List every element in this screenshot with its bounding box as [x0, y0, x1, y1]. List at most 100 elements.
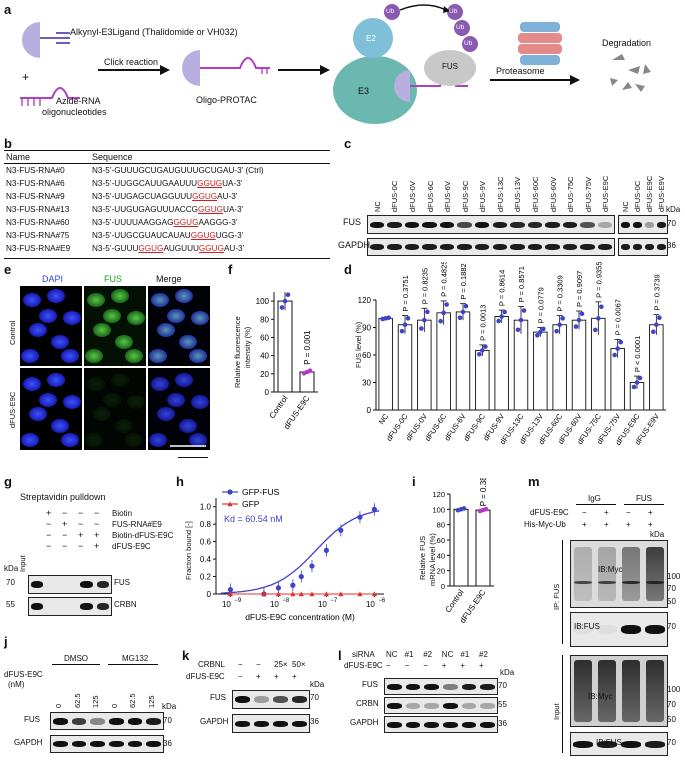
e-nucleus: [189, 349, 207, 363]
m-marker-70-input: 70: [667, 700, 676, 709]
band: [573, 625, 593, 634]
l-sign: −: [404, 661, 410, 670]
band: [562, 244, 578, 250]
m-marker-100-ip: 100: [667, 572, 681, 581]
e-nucleus: [167, 309, 185, 323]
band: [580, 221, 595, 228]
h-legend-marker-1: [227, 489, 233, 495]
d-point: [654, 322, 659, 328]
m-ip-label: IP: FUS: [552, 583, 561, 610]
l-sign: −: [423, 661, 428, 670]
e-nucleus: [125, 349, 143, 363]
band: [422, 244, 437, 250]
j-dose: 0: [109, 703, 119, 708]
l-sign: #1: [404, 650, 414, 659]
e-row-dfus: dFUS-E9C: [8, 391, 17, 428]
e-nucleus: [93, 407, 111, 421]
f-ylabel-2: intensity (%): [243, 326, 252, 368]
panel-a-schematic: [20, 4, 651, 124]
band: [474, 244, 490, 250]
band: [146, 741, 161, 747]
g-sign: −: [94, 519, 100, 529]
d-point: [457, 315, 463, 320]
band: [632, 244, 642, 250]
band: [621, 625, 641, 634]
d-point: [538, 329, 543, 335]
band: [632, 221, 642, 228]
band: [235, 720, 250, 727]
panel-b-label: b: [4, 136, 12, 151]
d-point: [634, 380, 640, 385]
h-point-gfp-fus: [227, 587, 233, 593]
band: [387, 221, 402, 228]
m-row-title: His-Myc-Ub: [524, 520, 566, 529]
k-kda: kDa: [310, 680, 325, 689]
l-row-gapdh: GAPDH: [350, 718, 379, 727]
e-nucleus: [103, 309, 121, 323]
band: [292, 720, 307, 727]
k-sign: −: [238, 660, 243, 669]
d-bar: [378, 317, 393, 411]
table-header-rule: [4, 163, 330, 164]
seq-row-sequence: N3-5’-UUUUAAGGAGGGUGAAGGG-3’: [92, 218, 238, 227]
c-lane-label: dFUS-0C: [633, 180, 642, 212]
h-point-gfp: [290, 591, 296, 597]
k-sign: +: [292, 672, 297, 681]
h-fit-curve: [220, 510, 380, 594]
j-marker-70: 70: [163, 716, 172, 725]
e-nucleus: [179, 335, 197, 349]
m-marker-50-input: 50: [667, 715, 676, 724]
smear: [574, 547, 592, 601]
blot-l-gapdh: [384, 716, 498, 733]
k-row-fus: FUS: [210, 693, 226, 702]
ub-circle-2: [447, 4, 463, 20]
e2-label: E2: [366, 34, 376, 43]
e-nucleus: [85, 433, 103, 447]
h-legend-label-1: GFP-FUS: [242, 487, 280, 497]
band: [480, 702, 495, 709]
h-point-gfp-fus: [371, 506, 377, 512]
e-nucleus: [127, 395, 145, 409]
table-header-sequence: Sequence: [92, 152, 133, 162]
f-ytick-label: 100: [256, 297, 270, 306]
i-bar: [475, 509, 491, 587]
panel-a-label: a: [4, 2, 12, 17]
d-pvalue: P = 0.8235: [420, 268, 429, 304]
motif-ggug: GGUG: [173, 218, 199, 227]
d-ytick-label: 120: [358, 296, 372, 305]
panel-g-label: g: [4, 474, 12, 489]
d-point: [599, 304, 604, 310]
g-marker-70: 70: [6, 578, 15, 587]
d-bar: [494, 316, 509, 411]
l-row-title: dFUS-E9C: [344, 661, 383, 670]
band: [424, 721, 439, 728]
seq-row-sequence: N3-5’-UUGCGUAUCAUAUGGUGUGG-3’: [92, 231, 244, 240]
g-sign: −: [78, 519, 84, 529]
c-lane-label: dFUS-0C: [390, 180, 400, 212]
band: [80, 603, 93, 610]
d-pvalue: P = 0.9097: [575, 271, 584, 307]
g-row-fus: FUS: [114, 578, 130, 587]
d-pvalue: P < 0.0001: [633, 336, 642, 372]
i-ytick-label: 100: [432, 505, 445, 514]
m-ib-fus-ip: IB:FUS: [574, 622, 600, 631]
seq-row-sequence: N3-5’-GUUUGGUGAUGUUUGGUGAU-3’: [92, 244, 245, 253]
j-dose: 125: [91, 695, 101, 708]
e-nucleus: [87, 377, 105, 391]
e-nucleus: [191, 395, 209, 409]
motif-ggug: GGUG: [197, 179, 223, 188]
h-ytick-label: 0.8: [200, 520, 212, 529]
f-point: [282, 298, 288, 304]
blot-m-ip-fus: [570, 612, 668, 647]
f-ytick-label: 0: [265, 388, 270, 397]
blot-m-input-fus: [570, 732, 668, 756]
h-ylabel: Fraction bound [-]: [184, 521, 193, 580]
e-nucleus: [127, 311, 145, 325]
g-sign: −: [62, 508, 68, 518]
e-nucleus: [103, 393, 121, 407]
band: [492, 244, 508, 250]
c-lane-label: dFUS-60C: [530, 176, 540, 212]
d-pvalue: P = 0.8571: [517, 266, 526, 302]
c-lane-label: dFUS-75V: [583, 176, 593, 212]
